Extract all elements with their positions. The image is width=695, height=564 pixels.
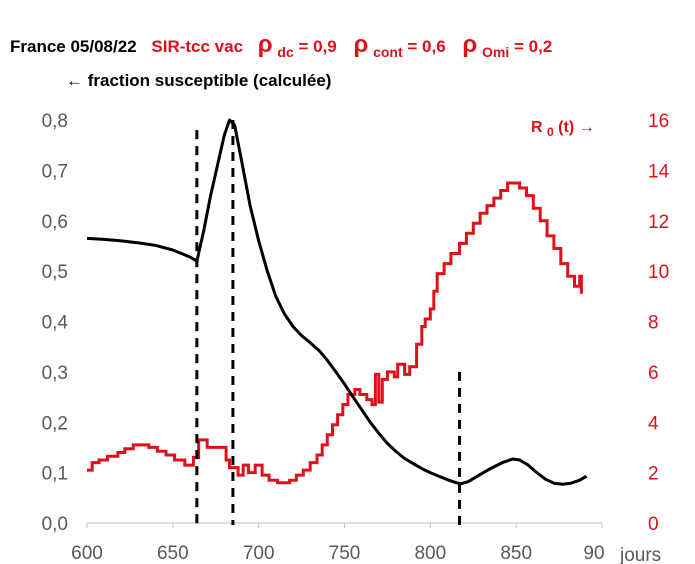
left-tick-label: 0,0 [42,514,68,535]
header-rho-cont-symbol: ρ [354,31,369,58]
header-rho-dc-value: = 0,9 [298,37,336,56]
r0-series-line [87,181,583,485]
right-axis-label-sub: 0 [547,125,554,139]
left-tick-label: 0,6 [42,212,68,233]
right-axis-label-tail: (t) → [558,119,594,136]
x-axis-label: jours [619,545,661,564]
right-tick-label: 16 [648,111,669,132]
right-tick-label: 8 [648,313,659,334]
x-axis-tick-marks [86,523,603,528]
right-tick-label: 12 [648,212,669,233]
right-tick-label: 10 [648,262,669,283]
left-axis-ticks: 0,0 0,1 0,2 0,3 0,4 0,5 0,6 0,7 0,8 [42,111,69,535]
right-axis-label-main: R [531,119,543,136]
left-tick-label: 0,4 [42,313,69,334]
header-model: SIR-tcc vac [151,37,243,56]
left-tick-label: 0,2 [42,413,68,434]
susceptible-series-line [86,118,588,486]
x-tick-label: 700 [243,543,275,564]
right-tick-label: 14 [648,161,670,182]
right-tick-label: 4 [648,413,659,434]
right-tick-label: 0 [648,514,659,535]
right-tick-label: 6 [648,363,659,384]
x-tick-label: 750 [329,543,361,564]
left-axis-label: ← fraction susceptible (calculée) [66,71,331,90]
header-place-date: France 05/08/22 [10,37,137,56]
header-rho-dc-symbol: ρ [258,31,273,58]
right-tick-label: 2 [648,464,659,485]
header-rho-cont-value: = 0,6 [407,37,445,56]
header-rho-dc-sub: dc [277,44,294,60]
left-tick-label: 0,3 [42,363,68,384]
header-rho-omi-symbol: ρ [462,31,477,58]
header-rho-cont-sub: cont [373,44,403,60]
x-tick-label: 600 [71,543,103,564]
x-tick-label: 650 [157,543,189,564]
right-axis-label: R 0 (t) → [531,119,595,140]
x-axis-ticks: 600 650 700 750 800 850 90 [71,543,604,564]
left-tick-label: 0,5 [42,262,68,283]
x-tick-label: 90 [583,543,604,564]
left-tick-label: 0,7 [42,161,68,182]
header-rho-omi-value: = 0,2 [514,37,552,56]
x-tick-label: 850 [500,543,532,564]
x-tick-label: 800 [414,543,446,564]
left-tick-label: 0,1 [42,464,68,485]
vertical-markers [195,120,462,525]
chart-header: France 05/08/22 SIR-tcc vac ρ dc = 0,9 ρ… [10,31,552,61]
left-tick-label: 0,8 [42,111,68,132]
right-axis-ticks: 0 2 4 6 8 10 12 14 16 [648,111,670,535]
header-rho-omi-sub: Omi [482,44,509,60]
